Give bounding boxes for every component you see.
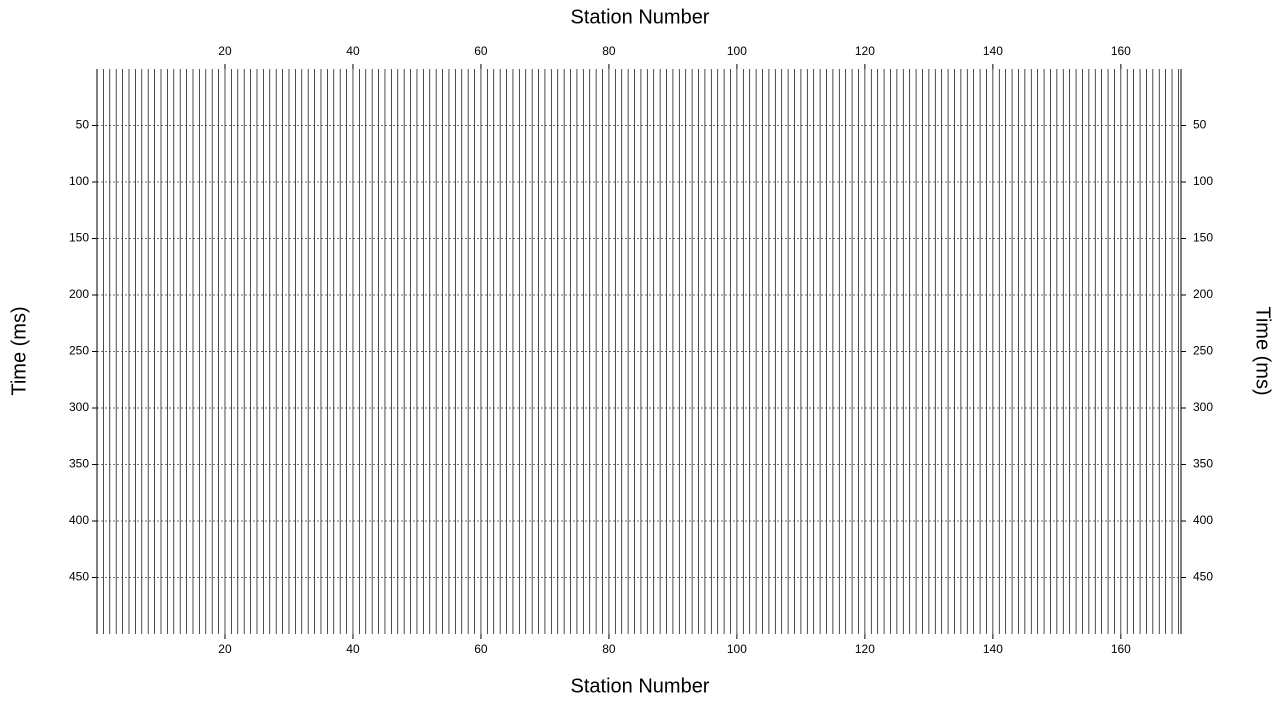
y2-tick-label: 50 xyxy=(1193,118,1207,132)
right-axis-title: Time (ms) xyxy=(1252,306,1274,395)
x-tick-label-bottom: 100 xyxy=(727,642,747,656)
x-tick-label-top: 20 xyxy=(218,44,232,58)
y2-tick-label: 400 xyxy=(1193,513,1213,527)
y-tick-label: 250 xyxy=(69,344,89,358)
x-tick-label-top: 100 xyxy=(727,44,747,58)
x-tick-label-top: 80 xyxy=(602,44,616,58)
y2-tick-label: 150 xyxy=(1193,231,1213,245)
y-tick-label: 150 xyxy=(69,231,89,245)
y2-tick-label: 100 xyxy=(1193,174,1213,188)
y2-tick-label: 450 xyxy=(1193,570,1213,584)
y-tick-label: 200 xyxy=(69,287,89,301)
y-tick-label: 350 xyxy=(69,457,89,471)
x-tick-label-bottom: 40 xyxy=(346,642,360,656)
x-tick-label-top: 120 xyxy=(855,44,875,58)
y-tick-label: 400 xyxy=(69,513,89,527)
x-tick-label-bottom: 80 xyxy=(602,642,616,656)
x-tick-label-bottom: 20 xyxy=(218,642,232,656)
x-tick-label-top: 140 xyxy=(983,44,1003,58)
x-tick-label-top: 40 xyxy=(346,44,360,58)
y2-tick-label: 350 xyxy=(1193,457,1213,471)
x-tick-label-bottom: 60 xyxy=(474,642,488,656)
y2-tick-label: 300 xyxy=(1193,400,1213,414)
x-tick-label-bottom: 120 xyxy=(855,642,875,656)
x-tick-label-top: 60 xyxy=(474,44,488,58)
y-tick-label: 300 xyxy=(69,400,89,414)
left-axis-title: Time (ms) xyxy=(8,306,30,395)
x-tick-label-bottom: 140 xyxy=(983,642,1003,656)
y2-tick-label: 250 xyxy=(1193,344,1213,358)
y-tick-label: 450 xyxy=(69,570,89,584)
bottom-axis-title: Station Number xyxy=(571,675,710,697)
top-axis-title: Station Number xyxy=(571,6,710,28)
y-tick-label: 50 xyxy=(76,118,90,132)
x-tick-label-top: 160 xyxy=(1111,44,1131,58)
y2-tick-label: 200 xyxy=(1193,287,1213,301)
y-tick-label: 100 xyxy=(69,174,89,188)
x-tick-label-bottom: 160 xyxy=(1111,642,1131,656)
